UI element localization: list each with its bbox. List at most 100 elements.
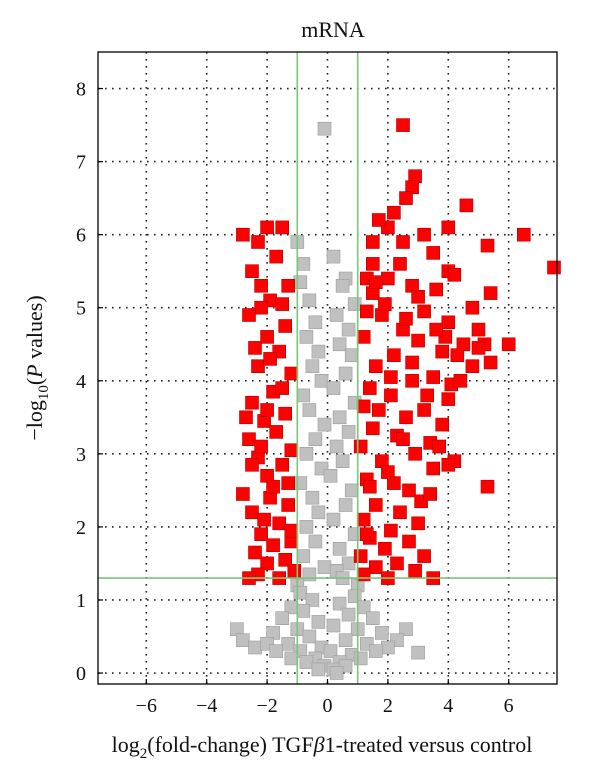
significant-point bbox=[275, 297, 290, 311]
significant-point bbox=[278, 406, 293, 421]
significant-point bbox=[396, 235, 410, 249]
non-significant-point bbox=[302, 403, 317, 417]
significant-point bbox=[356, 399, 371, 414]
non-significant-point bbox=[332, 337, 347, 352]
non-significant-point bbox=[299, 655, 314, 669]
significant-point bbox=[260, 403, 274, 417]
non-significant-point bbox=[302, 293, 317, 308]
y-axis-label: −log10(P values) bbox=[22, 295, 52, 440]
significant-point bbox=[254, 439, 268, 454]
significant-point bbox=[408, 563, 422, 578]
significant-point bbox=[417, 549, 431, 563]
significant-point bbox=[269, 249, 284, 264]
significant-point bbox=[387, 476, 401, 490]
significant-point bbox=[411, 289, 425, 304]
significant-point bbox=[426, 461, 441, 476]
non-significant-point bbox=[299, 520, 314, 534]
significant-point bbox=[390, 556, 404, 571]
non-significant-point bbox=[302, 629, 317, 644]
significant-point bbox=[278, 552, 293, 567]
significant-point bbox=[371, 403, 386, 417]
significant-point bbox=[368, 275, 383, 290]
significant-point bbox=[480, 238, 495, 253]
non-significant-point bbox=[311, 662, 326, 677]
non-significant-point bbox=[341, 556, 356, 571]
significant-point bbox=[260, 556, 274, 571]
non-significant-point bbox=[317, 560, 332, 574]
significant-point bbox=[245, 264, 259, 279]
significant-point bbox=[236, 487, 250, 501]
non-significant-point bbox=[308, 315, 323, 330]
non-significant-point bbox=[248, 640, 262, 655]
non-significant-point bbox=[302, 567, 317, 582]
non-significant-point bbox=[335, 454, 350, 469]
significant-point bbox=[399, 191, 413, 205]
non-significant-point bbox=[311, 344, 326, 359]
significant-point bbox=[368, 560, 383, 574]
non-significant-point bbox=[347, 527, 362, 542]
significant-point bbox=[441, 457, 456, 472]
non-significant-point bbox=[284, 651, 299, 666]
significant-point bbox=[356, 512, 371, 527]
significant-point bbox=[435, 344, 450, 359]
non-significant-point bbox=[341, 607, 356, 622]
significant-point bbox=[417, 403, 431, 417]
non-significant-point bbox=[293, 476, 308, 490]
significant-point bbox=[245, 457, 259, 472]
non-significant-point bbox=[296, 388, 311, 403]
non-significant-point bbox=[308, 534, 323, 549]
non-significant-point bbox=[275, 611, 290, 626]
significant-point bbox=[387, 205, 401, 220]
significant-point bbox=[417, 304, 431, 319]
significant-point bbox=[465, 300, 480, 315]
non-significant-point bbox=[341, 425, 356, 439]
significant-point bbox=[381, 271, 395, 286]
significant-point bbox=[251, 359, 265, 374]
non-significant-point bbox=[338, 498, 353, 512]
significant-point bbox=[450, 348, 465, 363]
significant-point bbox=[281, 498, 296, 512]
non-significant-point bbox=[269, 644, 284, 658]
non-significant-point bbox=[347, 297, 362, 311]
significant-point bbox=[356, 567, 371, 582]
significant-point bbox=[429, 282, 444, 297]
non-significant-point bbox=[299, 330, 314, 344]
significant-point bbox=[384, 523, 398, 538]
significant-point bbox=[393, 505, 407, 520]
significant-point bbox=[405, 355, 419, 370]
non-significant-point bbox=[338, 366, 353, 381]
data-points bbox=[98, 52, 561, 684]
significant-point bbox=[275, 220, 290, 235]
significant-point bbox=[441, 392, 456, 406]
significant-point bbox=[353, 549, 368, 563]
significant-point bbox=[480, 479, 495, 494]
significant-point bbox=[483, 355, 498, 370]
x-tick-label: 2 bbox=[383, 695, 393, 717]
significant-point bbox=[254, 300, 268, 315]
significant-point bbox=[426, 246, 441, 260]
chart-title: mRNA bbox=[301, 17, 365, 42]
non-significant-point bbox=[326, 381, 341, 395]
significant-point bbox=[359, 304, 374, 319]
significant-point bbox=[483, 286, 498, 300]
significant-point bbox=[275, 381, 290, 395]
non-significant-point bbox=[344, 348, 359, 363]
significant-point bbox=[251, 235, 265, 249]
y-tick-label: 8 bbox=[76, 79, 86, 101]
significant-point bbox=[516, 227, 531, 242]
non-significant-point bbox=[305, 490, 320, 505]
non-significant-point bbox=[323, 468, 338, 483]
significant-point bbox=[248, 545, 262, 560]
non-significant-point bbox=[411, 645, 425, 660]
significant-point bbox=[266, 538, 280, 553]
significant-point bbox=[441, 220, 456, 235]
significant-point bbox=[426, 370, 441, 384]
non-significant-point bbox=[281, 636, 296, 651]
non-significant-point bbox=[329, 666, 344, 680]
non-significant-point bbox=[308, 432, 323, 447]
y-tick-label: 6 bbox=[76, 225, 86, 247]
significant-point bbox=[393, 257, 407, 271]
significant-point bbox=[257, 512, 271, 527]
x-tick-label: −6 bbox=[136, 695, 157, 717]
